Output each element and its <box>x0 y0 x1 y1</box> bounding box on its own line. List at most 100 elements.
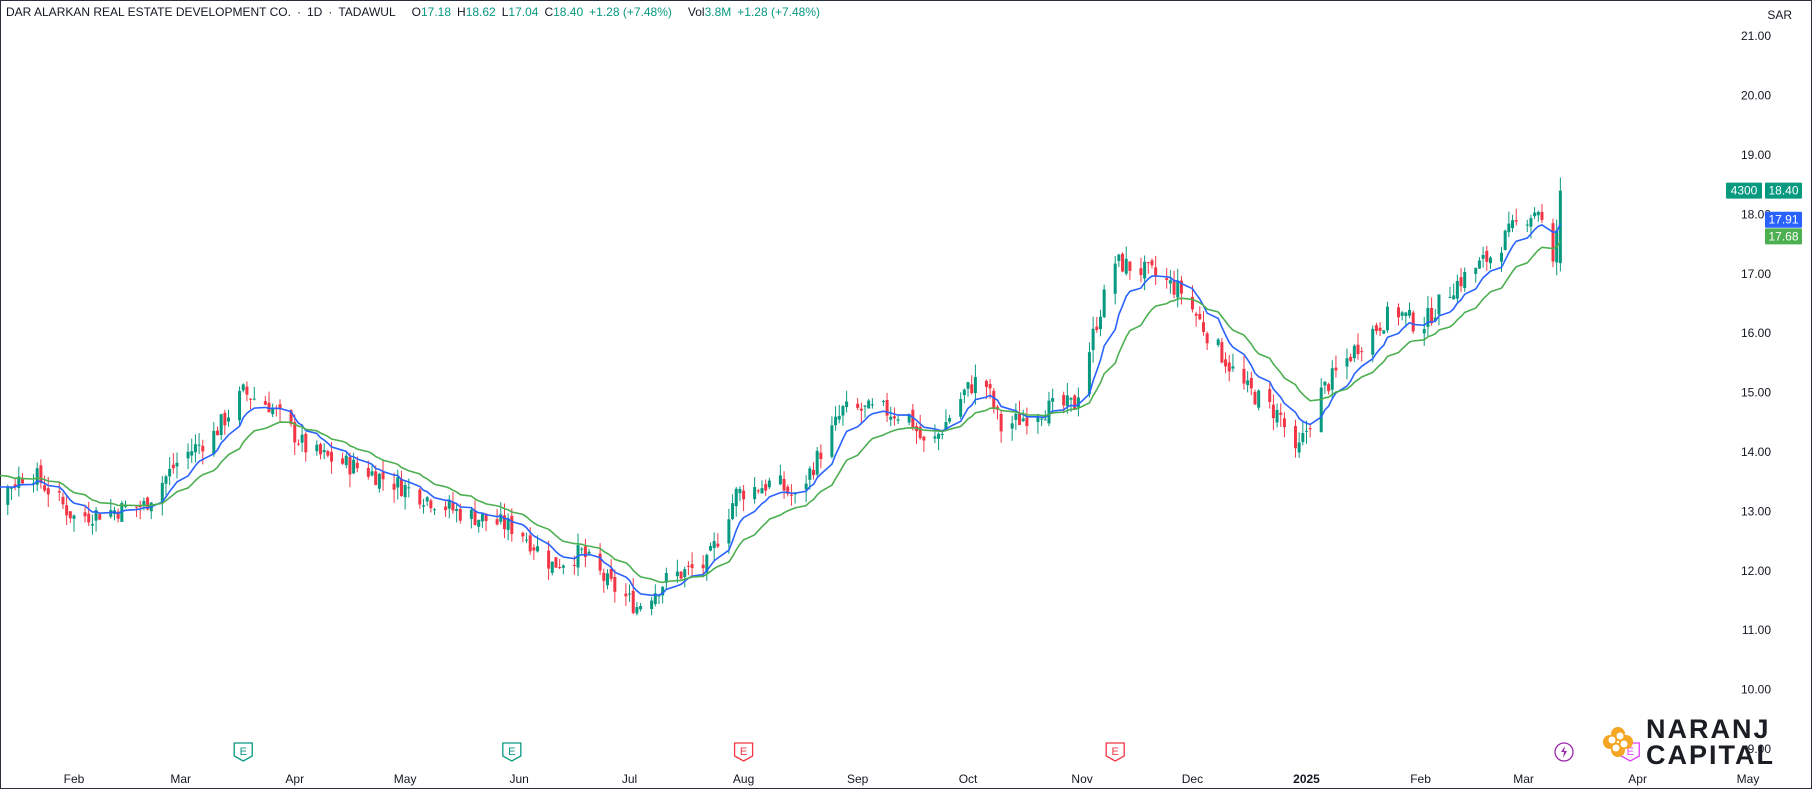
candle <box>547 540 551 580</box>
earnings-event-icon[interactable]: E <box>233 742 253 762</box>
x-tick-label: 2025 <box>1293 772 1320 786</box>
candle-body <box>1525 224 1529 226</box>
interval-label[interactable]: 1D <box>306 5 323 19</box>
candle <box>341 452 345 465</box>
candle-body <box>1481 254 1485 259</box>
candle <box>164 474 168 496</box>
volume-value: 3.8M <box>704 5 732 19</box>
candle-body <box>1352 345 1356 359</box>
candle <box>319 442 323 460</box>
ema-line-slow <box>0 241 1562 584</box>
candle <box>1143 255 1147 291</box>
y-tick-label: 15.00 <box>1741 386 1771 400</box>
x-tick-label: Apr <box>285 772 304 786</box>
candle-body <box>1459 277 1463 287</box>
candle-body <box>1098 316 1102 330</box>
candle-body <box>98 514 102 520</box>
candle-body <box>175 462 179 467</box>
candle-body <box>374 471 378 486</box>
candle-body <box>870 404 874 406</box>
candle-body <box>653 593 657 605</box>
candle-body <box>469 509 473 519</box>
candle-body <box>238 390 242 421</box>
x-tick-label: Mar <box>1513 772 1534 786</box>
y-tick-label: 18.00 <box>1741 207 1771 221</box>
candle-body <box>477 519 481 527</box>
candle-body <box>731 503 735 519</box>
candle <box>6 484 10 516</box>
candle <box>35 462 39 492</box>
symbol-name[interactable]: DAR ALARKAN REAL ESTATE DEVELOPMENT CO. <box>6 5 291 19</box>
legend-header: DAR ALARKAN REAL ESTATE DEVELOPMENT CO. … <box>6 5 820 19</box>
x-axis: Feb Mar Apr May Jun Jul Aug Sep Oct Nov Dec 2025 Feb… <box>64 772 1760 786</box>
candle <box>756 488 760 494</box>
candle <box>863 405 867 418</box>
candle <box>731 494 735 521</box>
candle <box>1279 403 1283 427</box>
x-tick-label: Feb <box>1410 772 1431 786</box>
candle <box>1194 311 1198 327</box>
candle <box>300 424 304 452</box>
candle <box>1076 387 1080 417</box>
candle-body <box>1091 328 1095 351</box>
candle-body <box>1043 419 1047 421</box>
candle <box>13 478 17 491</box>
candle <box>635 602 639 616</box>
candle <box>1334 355 1338 378</box>
candle-body <box>734 488 738 507</box>
candle <box>124 500 128 509</box>
candle <box>1430 297 1434 326</box>
candle-body <box>245 386 249 395</box>
candle <box>845 390 849 413</box>
candle-body <box>778 475 782 485</box>
candle-body <box>837 415 841 420</box>
earnings-event-icon[interactable]: E <box>502 742 522 762</box>
candle <box>1408 302 1412 319</box>
open-value: 17.18 <box>421 5 452 19</box>
candle-body <box>782 478 786 491</box>
candle-body <box>863 405 867 407</box>
candle-body <box>554 557 558 568</box>
candle-body <box>605 573 609 586</box>
y-tick-label: 21.00 <box>1741 29 1771 43</box>
y-tick-label: 19.00 <box>1741 148 1771 162</box>
candle <box>683 566 687 588</box>
x-tick-label: Nov <box>1071 772 1092 786</box>
candle <box>396 469 400 500</box>
candle-body <box>911 409 915 429</box>
earnings-event-icon[interactable]: E <box>1105 742 1125 762</box>
bolt-icon <box>1561 746 1568 758</box>
candle-body <box>9 487 13 489</box>
candle <box>480 513 484 528</box>
candle-body <box>57 491 61 493</box>
candle-body <box>804 483 808 490</box>
candle-body <box>94 510 98 521</box>
candle <box>1098 309 1102 337</box>
candle-body <box>1514 220 1518 222</box>
candle <box>1257 389 1261 411</box>
earnings-event-icon[interactable]: E <box>733 742 754 762</box>
candle <box>937 432 941 451</box>
dividend-event-icon[interactable] <box>1554 742 1574 762</box>
candle-body <box>444 506 448 511</box>
candle <box>433 507 437 516</box>
candle <box>554 557 558 568</box>
candles <box>6 177 1562 616</box>
candle <box>1268 382 1272 409</box>
candle-body <box>1345 358 1349 367</box>
candle <box>753 477 757 504</box>
candle <box>1400 310 1404 321</box>
candle-body <box>1073 395 1077 410</box>
candle-body <box>789 494 793 496</box>
candle <box>808 466 812 490</box>
candle <box>1275 403 1279 428</box>
candle <box>68 511 72 523</box>
candle-body <box>142 500 146 506</box>
candle <box>1231 353 1235 372</box>
candle <box>1422 316 1426 346</box>
candle-body <box>561 565 565 568</box>
candle <box>712 532 716 561</box>
candle-body <box>628 593 632 595</box>
candle <box>403 481 407 510</box>
